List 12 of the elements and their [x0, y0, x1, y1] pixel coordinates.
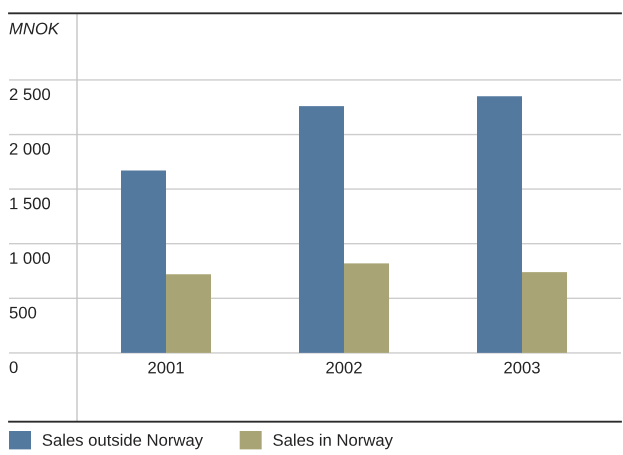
y-tick-label: 500	[10, 306, 36, 319]
y-axis-title: MNOK	[10, 22, 60, 34]
y-tick-label: 1 000	[10, 252, 50, 264]
x-tick-label: 2002	[326, 362, 362, 374]
legend-label: Sales in Norway	[273, 434, 393, 450]
legend-label: Sales outside Norway	[42, 434, 203, 450]
y-tick-label: 2 000	[10, 142, 50, 155]
x-tick-label: 2001	[148, 362, 184, 374]
y-tick-label: 1 500	[10, 198, 50, 210]
y-tick-label: 0	[10, 361, 18, 374]
x-tick-label: 2003	[504, 362, 540, 374]
y-tick-label: 2 500	[10, 88, 50, 100]
